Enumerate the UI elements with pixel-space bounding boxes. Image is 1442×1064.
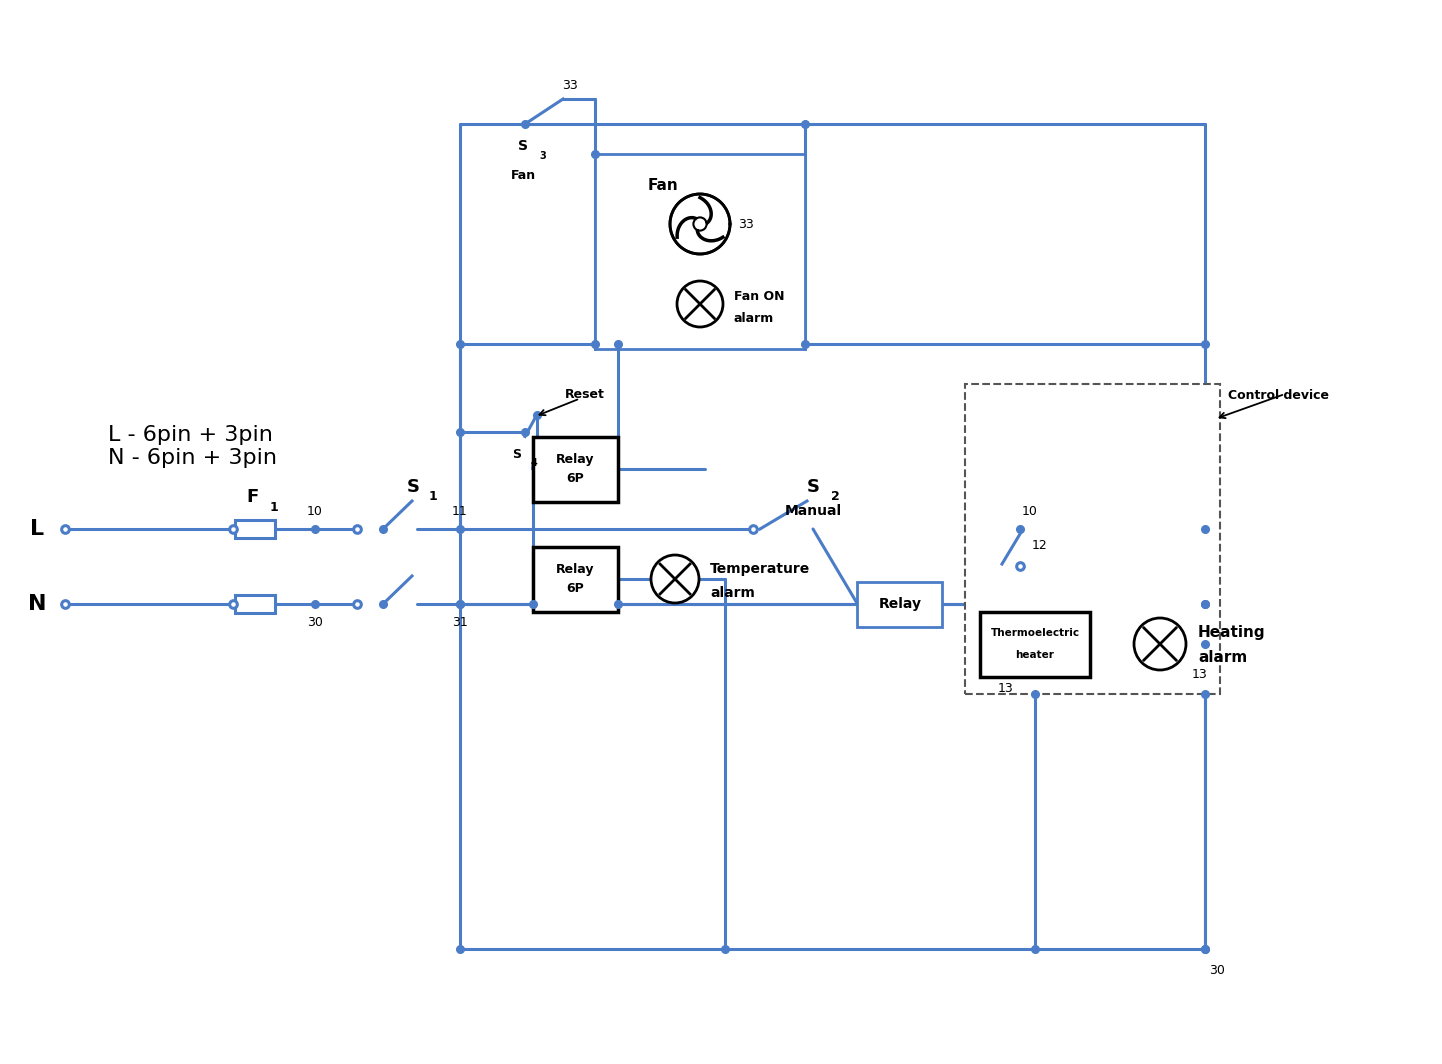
Text: S: S xyxy=(512,448,522,461)
Circle shape xyxy=(671,194,730,254)
Circle shape xyxy=(676,281,722,327)
Text: 33: 33 xyxy=(562,80,578,93)
Text: heater: heater xyxy=(1015,650,1054,660)
Text: alarm: alarm xyxy=(734,312,774,325)
Text: 3: 3 xyxy=(539,151,545,161)
Text: Relay: Relay xyxy=(555,563,594,576)
Text: Temperature: Temperature xyxy=(709,562,810,576)
Bar xyxy=(532,547,617,612)
Text: 6P: 6P xyxy=(567,582,584,596)
Text: 31: 31 xyxy=(453,615,467,629)
Bar xyxy=(235,595,275,613)
Bar xyxy=(981,612,1090,677)
Text: S: S xyxy=(518,139,528,153)
Text: Heating: Heating xyxy=(1198,625,1266,639)
Text: alarm: alarm xyxy=(1198,650,1247,665)
Text: L - 6pin + 3pin
N - 6pin + 3pin: L - 6pin + 3pin N - 6pin + 3pin xyxy=(108,426,277,468)
Bar xyxy=(965,384,1220,694)
Text: 6P: 6P xyxy=(567,472,584,485)
Text: 30: 30 xyxy=(1208,964,1224,978)
Text: Fan: Fan xyxy=(647,179,679,194)
Circle shape xyxy=(1133,618,1185,670)
Circle shape xyxy=(650,555,699,603)
Text: 33: 33 xyxy=(738,217,754,231)
Text: S: S xyxy=(806,478,819,496)
Text: 30: 30 xyxy=(307,615,323,629)
Text: N: N xyxy=(27,594,46,614)
Text: alarm: alarm xyxy=(709,586,754,600)
Text: 12: 12 xyxy=(1032,539,1048,552)
Text: 13: 13 xyxy=(998,682,1012,696)
Text: Manual: Manual xyxy=(784,504,842,518)
Text: 1: 1 xyxy=(430,491,438,503)
Text: 11: 11 xyxy=(453,504,467,517)
Text: Relay: Relay xyxy=(878,597,921,611)
Text: 2: 2 xyxy=(831,491,839,503)
Bar xyxy=(858,582,943,627)
Text: Reset: Reset xyxy=(565,388,606,401)
Bar xyxy=(596,154,805,349)
Bar xyxy=(235,520,275,538)
Text: S: S xyxy=(407,478,420,496)
Text: Relay: Relay xyxy=(555,452,594,466)
Text: 10: 10 xyxy=(1022,504,1038,517)
Text: F: F xyxy=(247,488,260,506)
Text: 1: 1 xyxy=(270,500,278,514)
Text: 4: 4 xyxy=(531,458,538,467)
Text: 10: 10 xyxy=(307,504,323,517)
Text: 13: 13 xyxy=(1193,667,1208,681)
Text: Control device: Control device xyxy=(1229,389,1330,402)
Bar xyxy=(532,436,617,501)
Text: L: L xyxy=(30,519,45,539)
Text: Thermoelectric: Thermoelectric xyxy=(991,628,1080,638)
Text: Fan: Fan xyxy=(510,169,535,183)
Text: Fan ON: Fan ON xyxy=(734,289,784,302)
Circle shape xyxy=(694,217,707,231)
